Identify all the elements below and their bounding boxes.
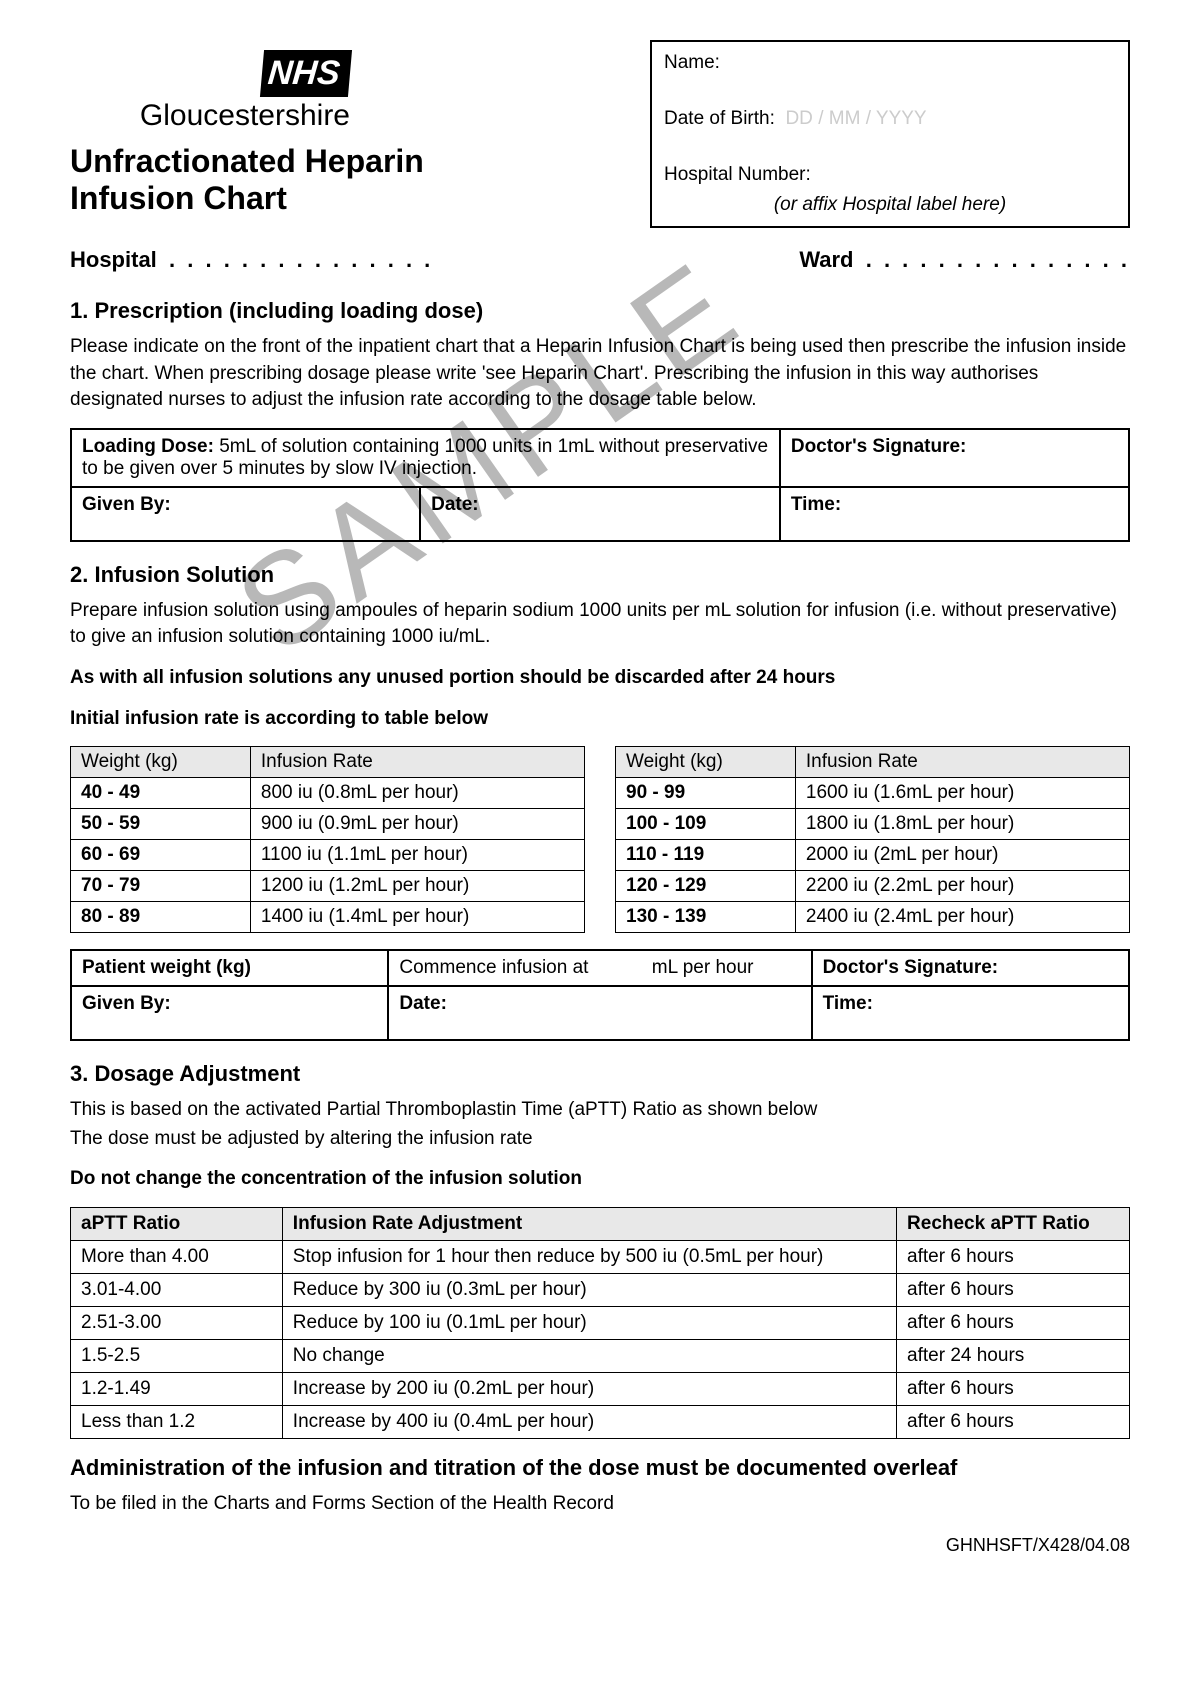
- time-cell[interactable]: Time:: [780, 487, 1129, 541]
- ward-field[interactable]: Ward . . . . . . . . . . . . . . .: [799, 247, 1130, 273]
- section1-para: Please indicate on the front of the inpa…: [70, 334, 1130, 414]
- section3-heading: 3. Dosage Adjustment: [70, 1061, 1130, 1087]
- name-field[interactable]: Name:: [652, 42, 1128, 98]
- section2-bold2: Initial infusion rate is according to ta…: [70, 706, 1130, 733]
- footer-note: To be filed in the Charts and Forms Sect…: [70, 1493, 1130, 1515]
- doctor-signature-cell-2[interactable]: Doctor's Signature:: [812, 950, 1129, 986]
- date-cell[interactable]: Date:: [420, 487, 780, 541]
- given-by-cell-2[interactable]: Given By:: [71, 986, 388, 1040]
- commence-cell[interactable]: Commence infusion at mL per hour: [388, 950, 811, 986]
- section2-bold1: As with all infusion solutions any unuse…: [70, 665, 1130, 692]
- section2-para: Prepare infusion solution using ampoules…: [70, 598, 1130, 651]
- time-cell-2[interactable]: Time:: [812, 986, 1129, 1040]
- infusion-rate-table-right: Weight (kg)Infusion Rate 90 - 991600 iu …: [615, 746, 1130, 933]
- given-by-cell[interactable]: Given By:: [71, 487, 420, 541]
- page-title: Unfractionated HeparinInfusion Chart: [70, 143, 424, 217]
- logo-subtitle: Gloucestershire: [70, 99, 350, 133]
- logo-block: NHS Gloucestershire: [70, 40, 350, 133]
- hospital-number-field[interactable]: Hospital Number:: [652, 154, 1128, 190]
- infusion-rate-table-left: Weight (kg)Infusion Rate 40 - 49800 iu (…: [70, 746, 585, 933]
- hospital-field[interactable]: Hospital . . . . . . . . . . . . . . .: [70, 247, 433, 273]
- section3-line1: This is based on the activated Partial T…: [70, 1097, 1130, 1124]
- section2-heading: 2. Infusion Solution: [70, 562, 1130, 588]
- dob-field[interactable]: Date of Birth: DD / MM / YYYY: [652, 98, 1128, 154]
- date-cell-2[interactable]: Date:: [388, 986, 811, 1040]
- dosage-adjustment-table: aPTT Ratio Infusion Rate Adjustment Rech…: [70, 1207, 1130, 1439]
- commence-table: Patient weight (kg) Commence infusion at…: [70, 949, 1130, 1041]
- loading-dose-cell: Loading Dose: 5mL of solution containing…: [71, 429, 780, 487]
- patient-weight-cell[interactable]: Patient weight (kg): [71, 950, 388, 986]
- section3-line2: The dose must be adjusted by altering th…: [70, 1126, 1130, 1153]
- doctor-signature-cell[interactable]: Doctor's Signature:: [780, 429, 1129, 487]
- footer-bold: Administration of the infusion and titra…: [70, 1455, 1130, 1481]
- section1-heading: 1. Prescription (including loading dose): [70, 298, 1130, 324]
- section3-bold: Do not change the concentration of the i…: [70, 1166, 1130, 1193]
- doc-code: GHNHSFT/X428/04.08: [70, 1535, 1130, 1556]
- nhs-badge: NHS: [260, 50, 352, 97]
- patient-box: Name: Date of Birth: DD / MM / YYYY Hosp…: [650, 40, 1130, 228]
- loading-dose-table: Loading Dose: 5mL of solution containing…: [70, 428, 1130, 542]
- affix-label: (or affix Hospital label here): [652, 190, 1128, 226]
